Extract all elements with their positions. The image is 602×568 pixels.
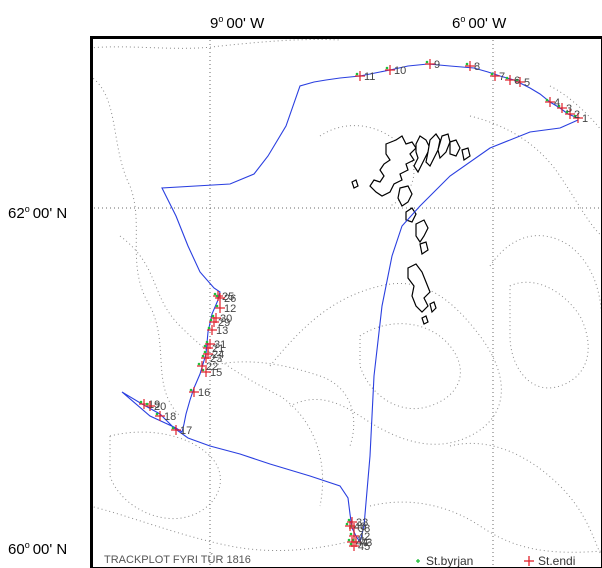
station-marker-3: 3 [557, 103, 572, 115]
lon-label-9w: 9o 00' W [210, 14, 265, 32]
station-marker-24: 24 [203, 349, 224, 361]
map-title: TRACKPLOT FYRI TÚR 1816 [104, 553, 251, 566]
station-label: 33 [356, 517, 368, 529]
map-area: TRACKPLOT FYRI TÚR 1816 St.byrjan St.end… [90, 36, 602, 568]
station-marker-44: 44 [347, 537, 368, 549]
station-label: 24 [212, 349, 224, 361]
station-marker-6: 6 [505, 75, 520, 87]
legend-end-symbol [524, 556, 534, 566]
station-label: 11 [364, 71, 375, 83]
faroe-islands-coastline [351, 133, 471, 325]
station-label: 19 [148, 399, 160, 411]
station-label: 26 [224, 293, 236, 305]
station-marker-29: 29 [209, 317, 230, 329]
station-label: 6 [514, 75, 520, 87]
station-label: 30 [220, 313, 232, 325]
station-marker-33: 33 [347, 517, 368, 529]
station-marker-9: 9 [425, 59, 440, 71]
graticule [90, 36, 602, 568]
station-label: 4 [554, 97, 560, 109]
station-label: 10 [394, 65, 406, 77]
station-label: 9 [434, 59, 440, 71]
station-marker-30: 30 [211, 313, 232, 325]
station-label: 40 [354, 521, 366, 533]
station-label: 21 [212, 343, 224, 355]
station-marker-17: 17 [171, 425, 192, 437]
stations-layer: 1234567891011121315161718192021222324252… [139, 59, 588, 553]
station-label: 44 [356, 537, 368, 549]
station-marker-18: 18 [155, 411, 176, 423]
station-label: 22 [206, 361, 218, 373]
station-marker-42: 42 [349, 531, 370, 543]
station-marker-12: 12 [215, 303, 236, 315]
station-label: 8 [474, 61, 480, 73]
station-label: 3 [566, 103, 572, 115]
station-marker-11: 11 [355, 71, 375, 83]
station-label: 17 [180, 425, 192, 437]
station-label: 42 [358, 531, 370, 543]
lat-label-62n: 62o 00' N [8, 204, 68, 222]
station-marker-23: 23 [201, 353, 222, 365]
station-label: 43 [360, 537, 372, 549]
station-marker-7: 7 [490, 71, 505, 83]
station-label: 16 [198, 387, 210, 399]
station-label: 5 [524, 77, 530, 89]
station-marker-1: 1 [573, 113, 588, 125]
station-label: 29 [218, 317, 230, 329]
station-marker-4: 4 [545, 97, 560, 109]
station-marker-8: 8 [465, 61, 480, 73]
station-label: 20 [154, 401, 166, 413]
station-label: 45 [358, 541, 370, 553]
station-marker-5: 5 [515, 77, 530, 89]
legend-start-label: St.byrjan [426, 554, 473, 568]
station-marker-40: 40 [345, 521, 366, 533]
lat-label-60n: 60o 00' N [8, 540, 68, 558]
station-marker-15: 15 [201, 367, 222, 379]
legend-start-symbol [416, 559, 420, 563]
station-marker-20: 20 [145, 401, 166, 413]
station-marker-2: 2 [565, 109, 580, 121]
station-marker-13: 13 [207, 325, 228, 337]
legend: TRACKPLOT FYRI TÚR 1816 St.byrjan St.end… [104, 553, 575, 568]
station-label: 18 [164, 411, 176, 423]
station-label: 13 [216, 325, 228, 337]
station-label: 7 [499, 71, 505, 83]
legend-end-label: St.endi [538, 554, 575, 568]
station-marker-10: 10 [385, 65, 406, 77]
station-label: 2 [574, 109, 580, 121]
station-marker-26: 26 [215, 293, 236, 305]
cruise-track [121, 63, 579, 544]
depth-contours [90, 38, 602, 557]
station-label: 25 [222, 291, 234, 303]
station-marker-31: 31 [205, 339, 226, 351]
station-label: 38 [358, 523, 370, 535]
station-label: 31 [214, 339, 226, 351]
lon-label-6w: 6o 00' W [452, 14, 507, 32]
station-label: 12 [224, 303, 236, 315]
station-marker-45: 45 [349, 541, 370, 553]
station-label: 23 [210, 353, 222, 365]
station-label: 1 [582, 113, 588, 125]
station-label: 15 [210, 367, 222, 379]
station-marker-22: 22 [197, 361, 218, 373]
station-marker-16: 16 [189, 387, 210, 399]
